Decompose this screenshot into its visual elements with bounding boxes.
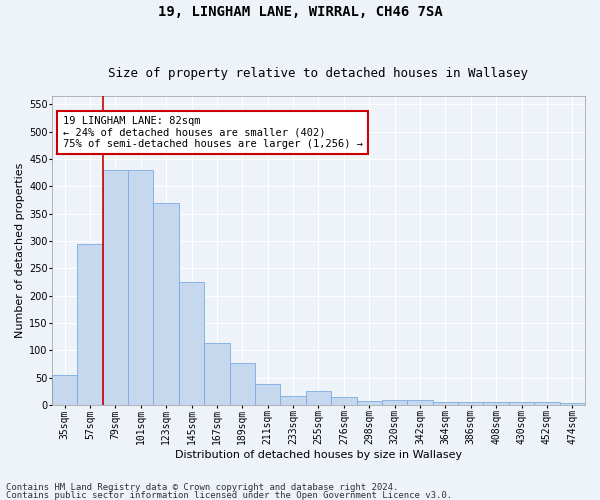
Text: Contains public sector information licensed under the Open Government Licence v3: Contains public sector information licen… xyxy=(6,490,452,500)
Bar xyxy=(560,404,585,405)
Bar xyxy=(179,282,204,405)
Bar xyxy=(407,400,433,405)
Title: Size of property relative to detached houses in Wallasey: Size of property relative to detached ho… xyxy=(109,66,529,80)
Bar xyxy=(103,170,128,405)
Bar xyxy=(77,244,103,405)
Bar xyxy=(204,343,230,405)
Bar xyxy=(128,170,154,405)
Bar xyxy=(509,402,534,405)
Bar xyxy=(433,402,458,405)
Bar xyxy=(255,384,280,405)
Y-axis label: Number of detached properties: Number of detached properties xyxy=(15,163,25,338)
Bar xyxy=(280,396,306,405)
Bar xyxy=(154,202,179,405)
Bar xyxy=(52,375,77,405)
X-axis label: Distribution of detached houses by size in Wallasey: Distribution of detached houses by size … xyxy=(175,450,462,460)
Bar xyxy=(534,402,560,405)
Bar xyxy=(484,402,509,405)
Bar xyxy=(382,400,407,405)
Bar xyxy=(230,364,255,405)
Text: 19 LINGHAM LANE: 82sqm
← 24% of detached houses are smaller (402)
75% of semi-de: 19 LINGHAM LANE: 82sqm ← 24% of detached… xyxy=(62,116,362,149)
Bar xyxy=(331,398,356,405)
Text: Contains HM Land Registry data © Crown copyright and database right 2024.: Contains HM Land Registry data © Crown c… xyxy=(6,484,398,492)
Bar xyxy=(356,400,382,405)
Bar xyxy=(458,402,484,405)
Text: 19, LINGHAM LANE, WIRRAL, CH46 7SA: 19, LINGHAM LANE, WIRRAL, CH46 7SA xyxy=(158,5,442,19)
Bar xyxy=(306,391,331,405)
